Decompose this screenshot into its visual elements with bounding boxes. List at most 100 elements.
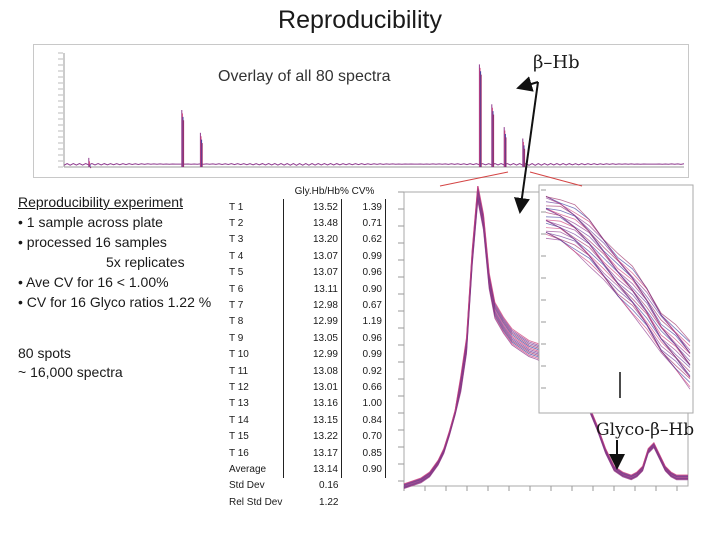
inset-frame xyxy=(538,184,694,414)
header-label: Gly.Hb/Hb% xyxy=(294,185,349,197)
table-row: T 8 12.99 1.19 xyxy=(225,313,386,331)
table-row: T 6 13.11 0.90 xyxy=(225,280,386,298)
notes-line: • processed 16 samples xyxy=(18,234,167,250)
notes-line: • CV for 16 Glyco ratios 1.22 % xyxy=(18,294,212,310)
table-row: Rel Std Dev 1.22 xyxy=(225,494,386,510)
ratio-cell: 13.22 xyxy=(283,428,342,445)
table-row: T 4 13.07 0.99 xyxy=(225,248,386,265)
cv-cell xyxy=(342,494,386,510)
row-label: T 14 xyxy=(229,414,249,426)
inset-series xyxy=(545,195,691,347)
full-spectrum-panel xyxy=(33,44,689,178)
table-row: T 2 13.48 0.71 xyxy=(225,215,386,232)
row-label: T 8 xyxy=(229,316,244,328)
beta-hb-label: β–Hb xyxy=(533,52,580,73)
row-label: T 10 xyxy=(229,349,249,361)
row-label: T 16 xyxy=(229,447,249,459)
table-row: T 3 13.20 0.62 xyxy=(225,231,386,249)
glyco-beta-hb-label: Glyco-β–Hb xyxy=(596,420,695,440)
inset-series xyxy=(545,219,691,368)
inset-series xyxy=(545,220,691,366)
inset-series xyxy=(545,196,691,343)
cv-cell: 1.19 xyxy=(341,313,386,331)
cv-cell: 0.96 xyxy=(341,330,386,347)
row-label: T 1 xyxy=(229,201,244,213)
cv-cell: 0.99 xyxy=(341,346,386,363)
ratio-cell: 13.16 xyxy=(283,395,342,413)
inset-series xyxy=(545,207,691,354)
inset-series xyxy=(545,231,691,379)
notes-heading: Reproducibility experiment xyxy=(18,194,183,210)
ratio-cell: 13.15 xyxy=(283,412,342,429)
cv-cell: 0.85 xyxy=(341,444,386,462)
ratio-cell: 13.07 xyxy=(283,264,342,281)
table-row: T 13 13.16 1.00 xyxy=(225,395,386,413)
spots-summary: 80 spots ~ 16,000 spectra xyxy=(18,344,123,382)
spots-line: 80 spots xyxy=(18,345,71,361)
cv-cell: 0.71 xyxy=(341,215,386,232)
notes-line: 5x replicates xyxy=(106,254,185,270)
ratio-cell: 13.48 xyxy=(283,215,342,232)
ratio-cell: 13.01 xyxy=(283,379,342,396)
row-label: T 15 xyxy=(229,431,249,443)
cv-cell: 0.90 xyxy=(341,280,386,298)
slide-title: Reproducibility xyxy=(278,6,442,34)
notes-line: • Ave CV for 16 < 1.00% xyxy=(18,274,169,290)
row-label: Rel Std Dev xyxy=(229,496,283,508)
full-spectrum-chart xyxy=(58,52,685,169)
row-label: T 2 xyxy=(229,218,244,230)
row-label: Average xyxy=(229,463,267,475)
inset-series xyxy=(545,232,691,378)
ratio-cell: 1.22 xyxy=(319,496,339,508)
ratio-cell: 13.52 xyxy=(283,199,342,216)
cv-cell: 0.62 xyxy=(341,231,386,249)
spots-line: ~ 16,000 spectra xyxy=(18,364,123,380)
cv-cell: 1.39 xyxy=(341,199,386,216)
row-label: T 3 xyxy=(229,234,244,246)
ratio-cell: 13.07 xyxy=(283,248,342,265)
cv-cell: 0.90 xyxy=(341,461,386,478)
table-row: T 7 12.98 0.67 xyxy=(225,297,386,314)
ratio-table: Gly.Hb/Hb% CV% T 1 13.52 1.39 T 2 13.48 0.71 T … xyxy=(225,183,386,510)
cv-cell: 0.84 xyxy=(341,412,386,429)
table-row: T 14 13.15 0.84 xyxy=(225,412,386,429)
inset-series xyxy=(545,207,691,357)
table-row: T 11 13.08 0.92 xyxy=(225,362,386,380)
ratio-cell: 0.16 xyxy=(319,480,339,492)
inset-spectrum-chart xyxy=(538,184,694,414)
row-label: T 5 xyxy=(229,267,244,279)
ratio-cell: 13.14 xyxy=(283,461,342,478)
ratio-cell: 12.98 xyxy=(283,297,342,314)
table-row: T 10 12.99 0.99 xyxy=(225,346,386,363)
row-label: T 11 xyxy=(229,365,249,377)
row-label: T 9 xyxy=(229,332,244,344)
ratio-cell: 12.99 xyxy=(283,313,342,331)
cv-cell xyxy=(342,478,386,494)
ratio-cell: 13.11 xyxy=(283,280,342,298)
cv-cell: 0.66 xyxy=(341,379,386,396)
overlay-caption: Overlay of all 80 spectra xyxy=(218,68,391,85)
table-row: Average 13.14 0.90 xyxy=(225,461,386,478)
ratio-cell: 12.99 xyxy=(283,346,342,363)
ratio-cell: 13.17 xyxy=(283,444,342,462)
table-row: T 1 13.52 1.39 xyxy=(225,199,386,216)
header-cell: Gly.Hb/Hb% CV% xyxy=(284,183,386,199)
inset-series xyxy=(545,219,691,366)
experiment-notes: Reproducibility experiment • 1 sample ac… xyxy=(18,192,211,312)
cv-cell: 0.70 xyxy=(341,428,386,445)
ratio-table-body: Gly.Hb/Hb% CV% T 1 13.52 1.39 T 2 13.48 0.71 T … xyxy=(225,183,386,510)
table-row: T 9 13.05 0.96 xyxy=(225,330,386,347)
ratio-cell: 13.08 xyxy=(283,362,342,380)
table-row: T 12 13.01 0.66 xyxy=(225,379,386,396)
cv-cell: 0.99 xyxy=(341,248,386,265)
row-label: T 12 xyxy=(229,381,249,393)
table-row: T 15 13.22 0.70 xyxy=(225,428,386,445)
cv-cell: 0.67 xyxy=(341,297,386,314)
inset-series xyxy=(545,196,691,342)
inset-series xyxy=(545,208,691,354)
table-header-row: Gly.Hb/Hb% CV% xyxy=(225,183,386,199)
table-row: Std Dev 0.16 xyxy=(225,478,386,494)
cv-cell: 0.96 xyxy=(341,264,386,281)
notes-line: • 1 sample across plate xyxy=(18,214,163,230)
row-label: T 7 xyxy=(229,300,244,312)
